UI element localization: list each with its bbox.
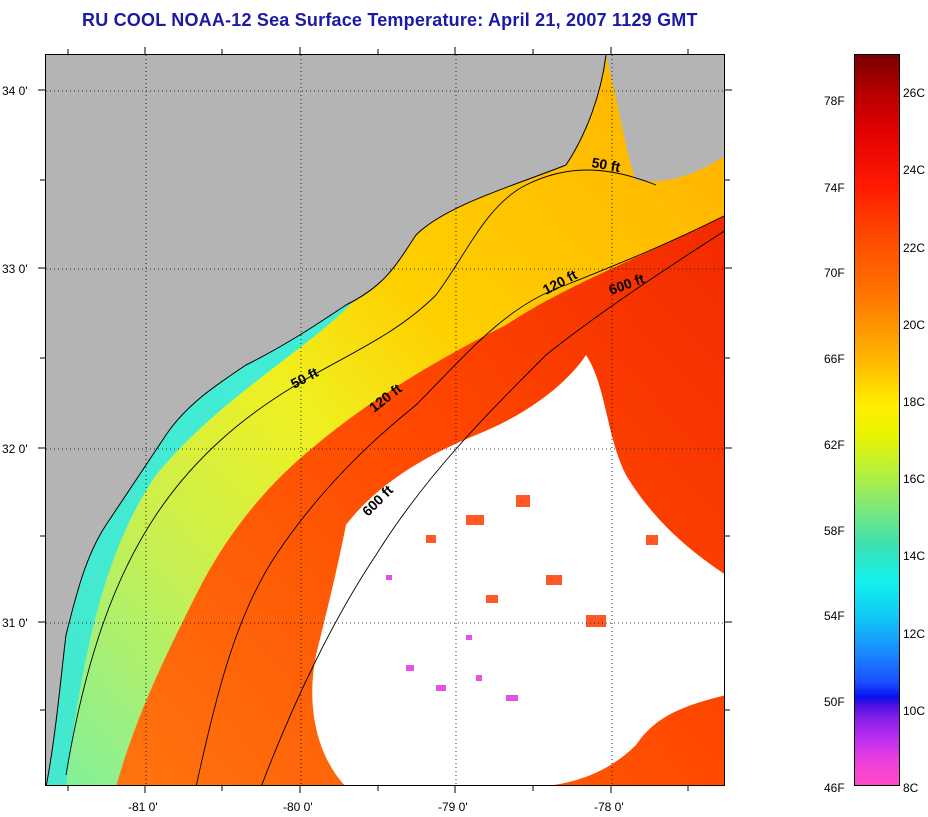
lon-label-81: -81 0' <box>128 800 158 814</box>
contour-600ft <box>261 230 724 785</box>
cloud-speckles <box>426 495 658 627</box>
cb-f-62: 62F <box>824 438 845 452</box>
magenta-speckles <box>386 575 518 701</box>
temperature-colorbar <box>854 54 900 786</box>
contour-50ft <box>65 169 657 776</box>
cloud-mask <box>312 355 724 785</box>
cb-f-58: 58F <box>824 524 845 538</box>
cb-c-8: 8C <box>903 781 919 795</box>
cb-c-22: 22C <box>903 241 926 255</box>
cb-c-14: 14C <box>903 549 926 563</box>
cb-f-78: 78F <box>824 94 845 108</box>
cb-c-26: 26C <box>903 86 926 100</box>
land-northeast <box>606 55 724 182</box>
cb-f-46: 46F <box>824 781 845 795</box>
graticule <box>46 55 724 785</box>
cb-f-70: 70F <box>824 266 845 280</box>
coastline <box>46 55 607 785</box>
lon-label-78: -78 0' <box>594 800 624 814</box>
cb-f-50: 50F <box>824 695 845 709</box>
cb-c-16: 16C <box>903 472 926 486</box>
lat-label-32: 32 0' <box>2 442 28 456</box>
sst-map: 50 ft 120 ft 600 ft 50 ft 120 ft 600 ft <box>45 54 725 786</box>
contour-120ft <box>195 215 724 785</box>
lat-label-33: 33 0' <box>2 262 28 276</box>
lon-label-80: -80 0' <box>283 800 313 814</box>
cb-c-18: 18C <box>903 395 926 409</box>
lat-label-31: 31 0' <box>2 616 28 630</box>
cb-c-10: 10C <box>903 704 926 718</box>
cb-f-54: 54F <box>824 609 845 623</box>
cb-f-66: 66F <box>824 352 845 366</box>
sst-image: 50 ft 120 ft 600 ft 50 ft 120 ft 600 ft <box>46 55 724 785</box>
cb-f-74: 74F <box>824 181 845 195</box>
land <box>46 55 606 785</box>
lon-label-79: -79 0' <box>438 800 468 814</box>
contour-label-50ft-north: 50 ft <box>590 154 621 175</box>
cb-c-12: 12C <box>903 627 926 641</box>
cb-c-20: 20C <box>903 318 926 332</box>
cb-c-24: 24C <box>903 163 926 177</box>
lat-label-34: 34 0' <box>2 84 28 98</box>
map-title: RU COOL NOAA-12 Sea Surface Temperature:… <box>82 10 698 30</box>
